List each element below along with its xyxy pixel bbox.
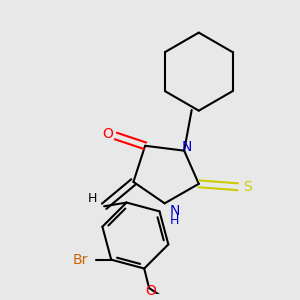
Text: N: N (182, 140, 192, 154)
Text: O: O (146, 284, 157, 298)
Text: H: H (170, 214, 179, 227)
Text: H: H (88, 192, 97, 205)
Text: N: N (169, 204, 180, 218)
Text: S: S (243, 180, 252, 194)
Text: O: O (103, 127, 113, 141)
Text: Br: Br (72, 253, 88, 267)
